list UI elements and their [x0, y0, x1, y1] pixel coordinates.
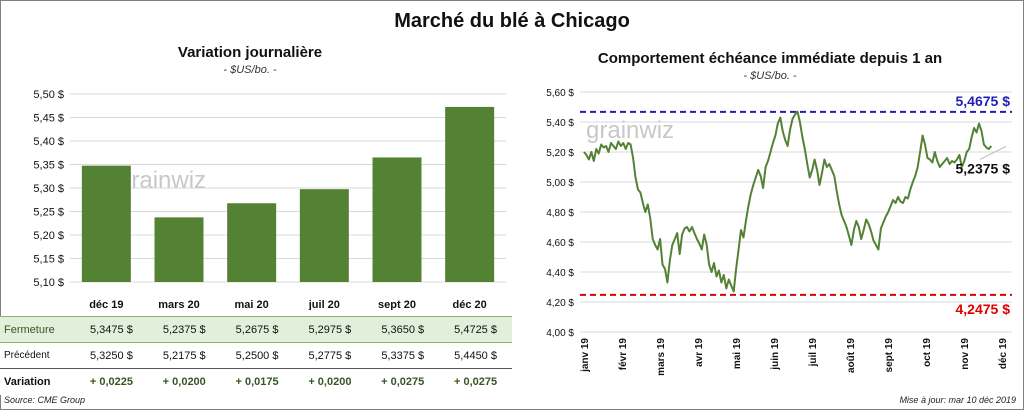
left-y-tick-label: 5,30 $: [33, 183, 64, 195]
right-line-chart: 5,60 $ 5,40 $ 5,20 $ 5,00 $ 4,80 $ 4,60 $ 4,40…: [546, 88, 1012, 376]
table-cell: 5,2175 $: [147, 342, 221, 369]
left-y-tick-label: 5,50 $: [33, 89, 64, 101]
right-x-tick-label: août 19: [846, 338, 857, 373]
right-y-tick-label: 4,20 $: [546, 298, 574, 309]
update-note: Mise à jour: mar 10 déc 2019: [899, 395, 1016, 405]
table-row-label: Variation: [0, 368, 75, 395]
right-y-axis: 5,60 $ 5,40 $ 5,20 $ 5,00 $ 4,80 $ 4,60 $ 4,40…: [546, 88, 574, 339]
right-y-tick-label: 4,80 $: [546, 208, 574, 219]
table-cell: 5,2375 $: [147, 316, 221, 343]
low-value-label: 4,2475 $: [956, 301, 1011, 317]
watermark-logo: grainwiz: [586, 117, 674, 144]
source-note: Source: CME Group: [4, 395, 86, 405]
left-bar-chart: 5,50 $ 5,45 $ 5,40 $ 5,35 $ 5,30 $ 5,25 $ 5,20…: [33, 89, 506, 310]
left-x-tick-label: mai 20: [235, 299, 269, 310]
left-x-tick-label: sept 20: [378, 299, 416, 310]
left-bar: [445, 106, 495, 282]
left-x-tick-label: déc 20: [453, 299, 487, 310]
table-row: Fermeture 5,3475 $5,2375 $5,2675 $5,2975 …: [0, 316, 512, 343]
left-x-tick-label: déc 19: [89, 299, 123, 310]
left-y-tick-label: 5,40 $: [33, 136, 64, 148]
table-cell: 5,3650 $: [366, 316, 440, 343]
left-y-axis: 5,50 $ 5,45 $ 5,40 $ 5,35 $ 5,30 $ 5,25 $ 5,20…: [33, 89, 64, 289]
price-series-line: [583, 110, 993, 293]
left-y-tick-label: 5,10 $: [33, 277, 64, 289]
right-x-tick-label: juil 19: [808, 338, 819, 368]
table-cell: 5,2675 $: [220, 316, 294, 343]
right-y-tick-label: 4,60 $: [546, 238, 574, 249]
left-bar: [81, 165, 131, 282]
right-y-tick-label: 5,60 $: [546, 88, 574, 99]
table-cell: 5,4725 $: [439, 316, 512, 343]
right-x-tick-label: déc 19: [998, 338, 1009, 370]
right-y-tick-label: 4,00 $: [546, 328, 574, 339]
right-x-tick-label: avr 19: [694, 338, 705, 367]
table-row: Variation + 0,0225 + 0,0200 + 0,0175 + 0,020…: [0, 368, 512, 395]
left-y-tick-label: 5,35 $: [33, 160, 64, 172]
left-chart-title: Variation journalière: [177, 44, 323, 61]
left-y-tick-label: 5,15 $: [33, 254, 64, 266]
right-x-tick-label: mai 19: [732, 338, 743, 370]
table-row: Précédent 5,3250 $5,2175 $5,2500 $5,2775 …: [0, 342, 512, 369]
price-table: Fermeture 5,3475 $5,2375 $5,2675 $5,2975 …: [0, 316, 512, 395]
left-bar: [299, 189, 349, 282]
left-x-tick-label: mars 20: [158, 299, 200, 310]
right-y-tick-label: 5,00 $: [546, 178, 574, 189]
right-x-axis: janv 19 févr 19 mars 19 avr 19 mai 19 juin 19…: [580, 338, 1009, 376]
table-cell: 5,2775 $: [293, 342, 367, 369]
page-title: Marché du blé à Chicago: [394, 10, 630, 32]
right-x-tick-label: sept 19: [884, 338, 895, 373]
right-x-tick-label: févr 19: [618, 338, 629, 371]
high-value-label: 5,4675 $: [956, 93, 1011, 109]
table-cell: 5,4450 $: [439, 342, 512, 369]
price-line: 5,2375 $: [583, 110, 1011, 293]
last-value-label: 5,2375 $: [956, 160, 1011, 176]
watermark-logo: grainwiz: [118, 167, 206, 194]
left-chart-unit: - $US/bo. -: [223, 64, 277, 76]
price-table-grid: Fermeture 5,3475 $5,2375 $5,2675 $5,2975 …: [0, 316, 512, 395]
left-y-tick-label: 5,20 $: [33, 230, 64, 242]
table-cell: 5,2975 $: [293, 316, 367, 343]
right-x-tick-label: oct 19: [922, 338, 933, 367]
left-gridlines: [70, 93, 506, 283]
right-y-tick-label: 4,40 $: [546, 268, 574, 279]
right-x-tick-label: janv 19: [580, 338, 591, 373]
left-y-tick-label: 5,45 $: [33, 113, 64, 125]
table-row-label: Fermeture: [0, 316, 75, 343]
last-value-leader: [979, 145, 1007, 160]
right-y-tick-label: 5,20 $: [546, 148, 574, 159]
left-x-tick-label: juil 20: [308, 299, 340, 310]
left-y-tick-label: 5,25 $: [33, 207, 64, 219]
table-cell: + 0,0175: [220, 368, 294, 395]
table-cell: + 0,0200: [293, 368, 367, 395]
left-bars: [81, 106, 495, 282]
left-bar: [372, 157, 422, 282]
table-row-label: Précédent: [0, 342, 75, 369]
table-cell: 5,3375 $: [366, 342, 440, 369]
table-cell: 5,3250 $: [75, 342, 148, 369]
table-cell: + 0,0275: [439, 368, 512, 395]
right-x-tick-label: nov 19: [960, 338, 971, 370]
right-gridlines: [580, 91, 1012, 333]
table-cell: + 0,0225: [75, 368, 148, 395]
table-cell: + 0,0200: [147, 368, 221, 395]
left-bar: [154, 217, 204, 282]
right-y-tick-label: 5,40 $: [546, 118, 574, 129]
left-x-axis: déc 19 mars 20 mai 20 juil 20 sept 20 déc 20: [89, 299, 487, 310]
right-x-tick-label: mars 19: [656, 338, 667, 376]
right-chart-title: Comportement échéance immédiate depuis 1…: [597, 50, 943, 67]
table-cell: + 0,0275: [366, 368, 440, 395]
right-chart-unit: - $US/bo. -: [743, 70, 797, 82]
left-bar: [227, 203, 277, 282]
right-x-tick-label: juin 19: [770, 338, 781, 371]
table-cell: 5,2500 $: [220, 342, 294, 369]
table-cell: 5,3475 $: [75, 316, 148, 343]
